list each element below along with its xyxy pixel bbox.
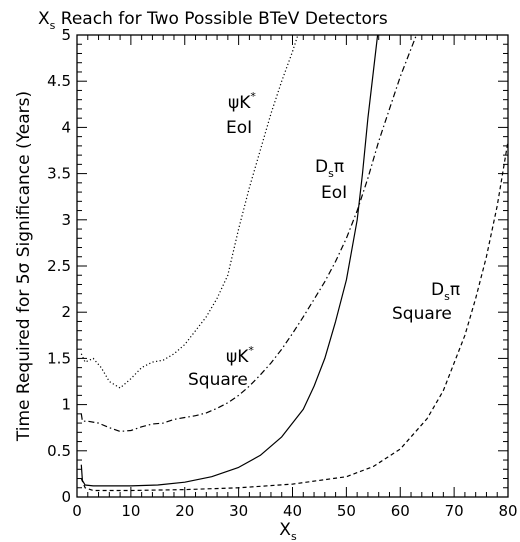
annotation-dspi-square: Dsπ Square xyxy=(392,280,460,324)
annotation-psik-eoi-line2: EoI xyxy=(226,118,252,138)
y-tick-label: 4.5 xyxy=(47,72,71,90)
y-axis-label: Time Required for 5σ Significance (Years… xyxy=(14,91,34,442)
annotation-dspi-square-line2: Square xyxy=(392,304,452,324)
axis-ticks xyxy=(76,34,509,498)
y-tick-label: 0 xyxy=(61,488,71,506)
y-tick-label: 0.5 xyxy=(47,442,71,460)
y-tick-label: 3 xyxy=(61,211,71,229)
x-tick-label: 50 xyxy=(337,502,356,520)
x-tick-label: 10 xyxy=(121,502,140,520)
annotation-psik-eoi-line1: ψK* xyxy=(228,90,256,113)
x-tick-labels: 0 10 20 30 40 50 60 70 80 xyxy=(72,502,517,520)
annotation-dspi-eoi: Dsπ EoI xyxy=(315,157,347,203)
series-line-dashed xyxy=(80,141,509,492)
y-tick-label: 2 xyxy=(61,303,71,321)
series-group xyxy=(80,34,509,492)
annotation-psik-square: ψK* Square xyxy=(188,344,254,390)
y-tick-label: 4 xyxy=(61,118,71,136)
y-tick-label: 2.5 xyxy=(47,257,71,275)
annotation-dspi-square-line1: Dsπ xyxy=(431,280,460,303)
annotation-dspi-eoi-line1: Dsπ xyxy=(315,157,344,180)
annotation-psik-square-line1: ψK* xyxy=(226,344,254,367)
x-axis-label: Xs xyxy=(279,520,297,542)
series-line-dotted xyxy=(80,34,299,389)
annotation-psik-square-line2: Square xyxy=(188,370,248,390)
x-tick-label: 80 xyxy=(498,502,517,520)
y-tick-labels: 0 0.5 1 1.5 2 2.5 3 3.5 4 4.5 5 xyxy=(47,26,71,506)
x-tick-label: 40 xyxy=(283,502,302,520)
x-tick-label: 20 xyxy=(175,502,194,520)
x-tick-label: 60 xyxy=(391,502,410,520)
annotation-psik-eoi: ψK* EoI xyxy=(226,90,256,138)
y-tick-label: 1 xyxy=(61,396,71,414)
y-tick-label: 1.5 xyxy=(47,349,71,367)
y-tick-label: 5 xyxy=(61,26,71,44)
annotation-dspi-eoi-line2: EoI xyxy=(321,183,347,203)
x-tick-label: 0 xyxy=(72,502,82,520)
plot-frame xyxy=(76,34,509,498)
series-line-solid xyxy=(80,34,379,487)
x-tick-label: 70 xyxy=(445,502,464,520)
chart-title: Xs Reach for Two Possible BTeV Detectors xyxy=(38,9,388,32)
series-line-dashdot xyxy=(80,34,417,432)
x-tick-label: 30 xyxy=(229,502,248,520)
y-tick-label: 3.5 xyxy=(47,165,71,183)
